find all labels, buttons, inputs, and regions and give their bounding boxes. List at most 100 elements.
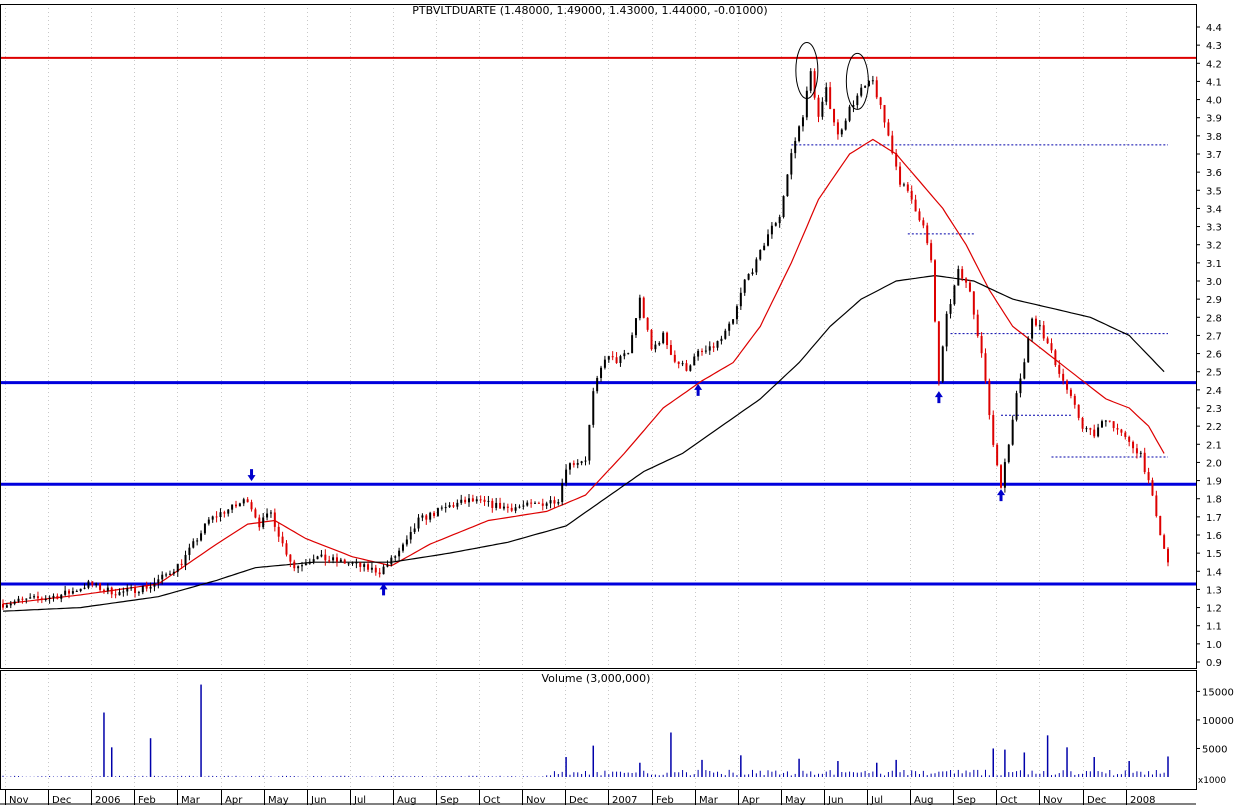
volume-unit: x1000 — [1198, 776, 1227, 786]
price-bar-body — [833, 108, 836, 123]
price-bar-body — [968, 282, 971, 292]
price-bar-body — [821, 101, 824, 117]
price-bar-body — [634, 318, 637, 336]
price-bar-body — [269, 512, 272, 514]
date-label: Jul — [870, 795, 883, 805]
date-label: Feb — [138, 795, 156, 805]
up-arrow — [997, 489, 1006, 502]
price-bar-body — [1147, 472, 1150, 481]
price-bar-body — [518, 506, 521, 508]
price-bar-body — [1031, 318, 1034, 339]
price-tick-label: 4.0 — [1206, 96, 1222, 107]
dotted-levels — [791, 144, 1168, 458]
date-label: Mar — [181, 795, 201, 805]
date-label: Apr — [225, 795, 243, 805]
price-tick-label: 1.6 — [1206, 531, 1222, 542]
price-bar-body — [297, 566, 300, 569]
price-tick-label: 3.2 — [1206, 241, 1222, 252]
price-bar-body — [145, 585, 148, 589]
price-bar-body — [704, 350, 707, 352]
price-bar-body — [429, 512, 432, 520]
price-bar-body — [689, 365, 692, 371]
price-tick-label: 1.9 — [1206, 477, 1222, 488]
down-arrow — [247, 469, 256, 482]
price-bar-body — [1069, 389, 1072, 396]
date-label: Apr — [742, 795, 760, 805]
price-bar-body — [514, 507, 517, 511]
price-tick-label: 3.8 — [1206, 132, 1222, 143]
price-bar-body — [988, 380, 991, 416]
peak-circle — [845, 52, 869, 110]
price-bar-body — [767, 234, 770, 246]
price-bar-body — [36, 596, 39, 599]
price-bar-body — [770, 225, 773, 235]
price-bar-body — [172, 571, 175, 574]
price-bar-body — [176, 563, 179, 572]
price-bar-body — [1120, 429, 1123, 433]
price-bar-body — [1027, 338, 1030, 363]
price-bar-body — [188, 547, 191, 555]
price-bar-body — [565, 469, 568, 484]
price-bar-body — [910, 190, 913, 200]
price-bar-body — [304, 563, 307, 566]
price-bar-body — [658, 343, 661, 345]
price-bar-body — [941, 346, 944, 382]
price-bar-body — [825, 87, 828, 102]
price-bar-body — [720, 338, 723, 342]
price-bar-body — [211, 516, 214, 520]
price-bar-body — [934, 260, 936, 322]
price-bar-body — [328, 560, 331, 562]
price-bar-body — [52, 595, 55, 598]
price-bar-body — [409, 531, 412, 540]
price-bar-body — [246, 499, 249, 503]
price-bar-body — [1132, 441, 1135, 449]
price-bar-body — [763, 245, 766, 251]
price-tick-label: 2.7 — [1206, 331, 1222, 342]
price-bar-body — [751, 272, 754, 275]
date-label: Oct — [1000, 795, 1017, 805]
price-bar-body — [44, 598, 47, 600]
price-bar-body — [56, 595, 59, 599]
price-bar-body — [662, 332, 665, 344]
price-bar-body — [735, 306, 738, 320]
price-bar-body — [1151, 480, 1154, 496]
price-bar-body — [922, 220, 925, 226]
price-bar-body — [918, 211, 921, 221]
price-panel-frame — [0, 4, 1197, 669]
price-bar-body — [293, 561, 296, 569]
price-bar-body — [273, 512, 276, 527]
price-tick-label: 4.2 — [1206, 59, 1222, 70]
price-bar-body — [506, 506, 509, 508]
price-bar-body — [739, 292, 742, 307]
price-tick-label: 4.1 — [1206, 77, 1222, 88]
price-bar-body — [479, 499, 482, 501]
price-bar-body — [623, 353, 626, 357]
price-bar-body — [351, 562, 354, 564]
price-bar-body — [464, 499, 467, 503]
price-bar-body — [875, 80, 878, 98]
price-tick-label: 2.5 — [1206, 368, 1222, 379]
price-bar-body — [277, 526, 280, 537]
price-tick-label: 3.5 — [1206, 186, 1222, 197]
price-bar-body — [588, 424, 591, 461]
date-label: Aug — [914, 795, 934, 805]
price-bar-body — [184, 554, 187, 566]
price-bar-body — [1038, 325, 1041, 327]
price-bar-body — [930, 243, 933, 261]
price-bar-body — [386, 564, 389, 567]
price-bar-body — [708, 346, 711, 351]
price-bar-body — [596, 377, 599, 392]
price-bar-body — [1007, 444, 1010, 463]
price-bar-body — [673, 354, 676, 362]
price-tick-label: 2.4 — [1206, 386, 1222, 397]
price-bar-body — [836, 122, 839, 135]
price-bar-body — [1097, 427, 1100, 437]
price-bar-body — [502, 506, 505, 509]
price-bar-body — [545, 503, 548, 506]
price-bar-body — [21, 598, 24, 600]
price-bar-body — [1054, 350, 1057, 366]
price-bar-body — [242, 499, 245, 504]
price-tick-label: 3.0 — [1206, 277, 1222, 288]
price-tick-label: 3.9 — [1206, 114, 1222, 125]
date-label: Mar — [699, 795, 719, 805]
